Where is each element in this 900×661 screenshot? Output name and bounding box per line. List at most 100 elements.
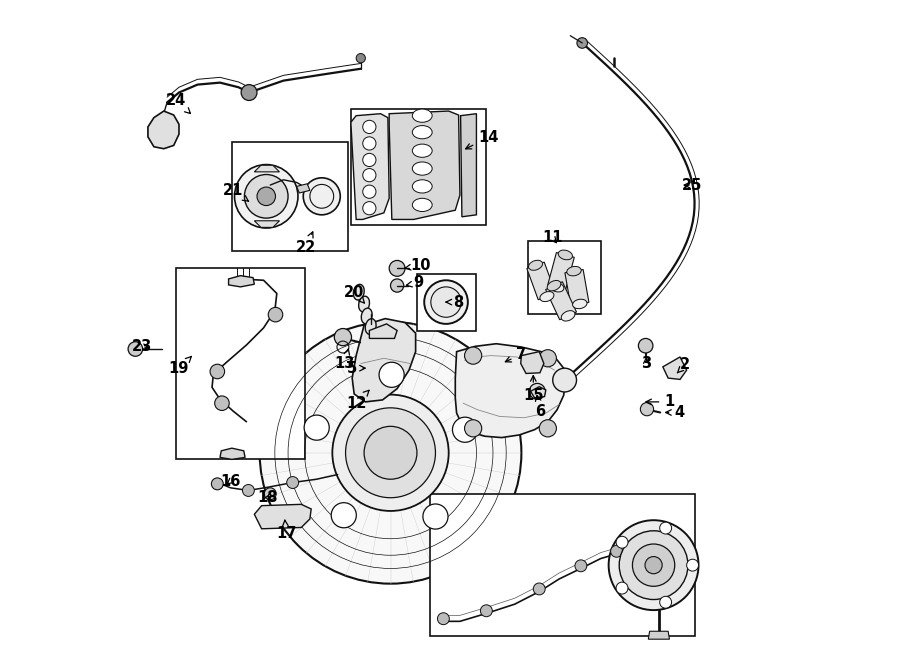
Circle shape — [577, 38, 588, 48]
Text: 7: 7 — [505, 347, 526, 362]
Circle shape — [287, 477, 299, 488]
Polygon shape — [461, 114, 476, 217]
Bar — [528, 241, 600, 314]
Circle shape — [379, 362, 404, 387]
Circle shape — [431, 287, 461, 317]
Circle shape — [534, 583, 545, 595]
Circle shape — [687, 559, 698, 571]
Text: 18: 18 — [257, 490, 278, 504]
Circle shape — [453, 417, 478, 442]
Ellipse shape — [558, 250, 572, 260]
Circle shape — [437, 613, 449, 625]
Circle shape — [464, 420, 482, 437]
Ellipse shape — [412, 126, 432, 139]
Circle shape — [334, 329, 352, 346]
Bar — [417, 274, 476, 330]
Circle shape — [423, 504, 448, 529]
Polygon shape — [297, 184, 310, 193]
Ellipse shape — [550, 282, 564, 292]
Text: 9: 9 — [407, 276, 423, 290]
Text: 20: 20 — [344, 285, 364, 303]
Ellipse shape — [361, 308, 372, 324]
Text: 3: 3 — [642, 356, 652, 371]
Text: 16: 16 — [220, 474, 240, 488]
Circle shape — [259, 322, 521, 584]
Text: 4: 4 — [666, 405, 684, 420]
Circle shape — [638, 338, 652, 353]
Circle shape — [363, 120, 376, 134]
Circle shape — [539, 350, 556, 367]
Circle shape — [464, 347, 482, 364]
Circle shape — [268, 307, 283, 322]
Circle shape — [660, 596, 671, 608]
Ellipse shape — [412, 109, 432, 122]
Circle shape — [389, 260, 405, 276]
Text: 5: 5 — [347, 361, 365, 375]
Circle shape — [304, 415, 329, 440]
Polygon shape — [352, 319, 416, 402]
Circle shape — [363, 169, 376, 182]
Text: 17: 17 — [276, 520, 296, 541]
Text: 13: 13 — [334, 349, 355, 371]
Circle shape — [363, 137, 376, 150]
Polygon shape — [531, 387, 545, 398]
Polygon shape — [148, 111, 179, 149]
Polygon shape — [255, 165, 280, 172]
Circle shape — [363, 202, 376, 215]
Circle shape — [245, 175, 288, 218]
Polygon shape — [369, 324, 397, 338]
Circle shape — [539, 420, 556, 437]
Circle shape — [363, 185, 376, 198]
Circle shape — [265, 488, 276, 500]
Polygon shape — [351, 114, 389, 219]
Polygon shape — [648, 631, 670, 639]
Text: 15: 15 — [523, 375, 544, 403]
Ellipse shape — [562, 311, 575, 321]
Text: 12: 12 — [346, 390, 369, 410]
Circle shape — [128, 342, 142, 356]
Ellipse shape — [547, 280, 561, 291]
Ellipse shape — [412, 180, 432, 193]
Polygon shape — [229, 276, 255, 287]
Circle shape — [356, 54, 365, 63]
Polygon shape — [565, 270, 589, 305]
Text: 11: 11 — [542, 231, 562, 245]
Circle shape — [645, 557, 662, 574]
Bar — [351, 109, 486, 225]
Ellipse shape — [572, 299, 587, 309]
Circle shape — [212, 478, 223, 490]
Text: 2: 2 — [678, 358, 690, 373]
Polygon shape — [545, 282, 577, 320]
Circle shape — [616, 536, 628, 548]
Ellipse shape — [412, 198, 432, 212]
Circle shape — [391, 279, 404, 292]
Ellipse shape — [412, 144, 432, 157]
Ellipse shape — [540, 292, 554, 301]
Circle shape — [553, 368, 577, 392]
Ellipse shape — [365, 319, 376, 334]
Ellipse shape — [358, 296, 370, 312]
Text: 10: 10 — [404, 258, 430, 273]
Text: 24: 24 — [166, 93, 191, 114]
Circle shape — [424, 280, 468, 324]
Circle shape — [364, 426, 417, 479]
Circle shape — [481, 605, 492, 617]
Polygon shape — [455, 344, 566, 438]
Polygon shape — [521, 352, 544, 373]
Ellipse shape — [412, 162, 432, 175]
Polygon shape — [526, 262, 555, 299]
Ellipse shape — [567, 266, 581, 276]
Circle shape — [346, 408, 436, 498]
Polygon shape — [255, 504, 311, 529]
Text: 6: 6 — [536, 395, 545, 418]
Text: 21: 21 — [223, 183, 248, 202]
Circle shape — [331, 502, 356, 527]
Circle shape — [619, 531, 688, 600]
Text: 23: 23 — [131, 339, 152, 354]
Polygon shape — [662, 357, 687, 379]
Bar — [176, 268, 304, 459]
Circle shape — [641, 403, 653, 416]
Text: 22: 22 — [296, 232, 316, 254]
Circle shape — [610, 545, 623, 557]
Polygon shape — [255, 221, 280, 227]
